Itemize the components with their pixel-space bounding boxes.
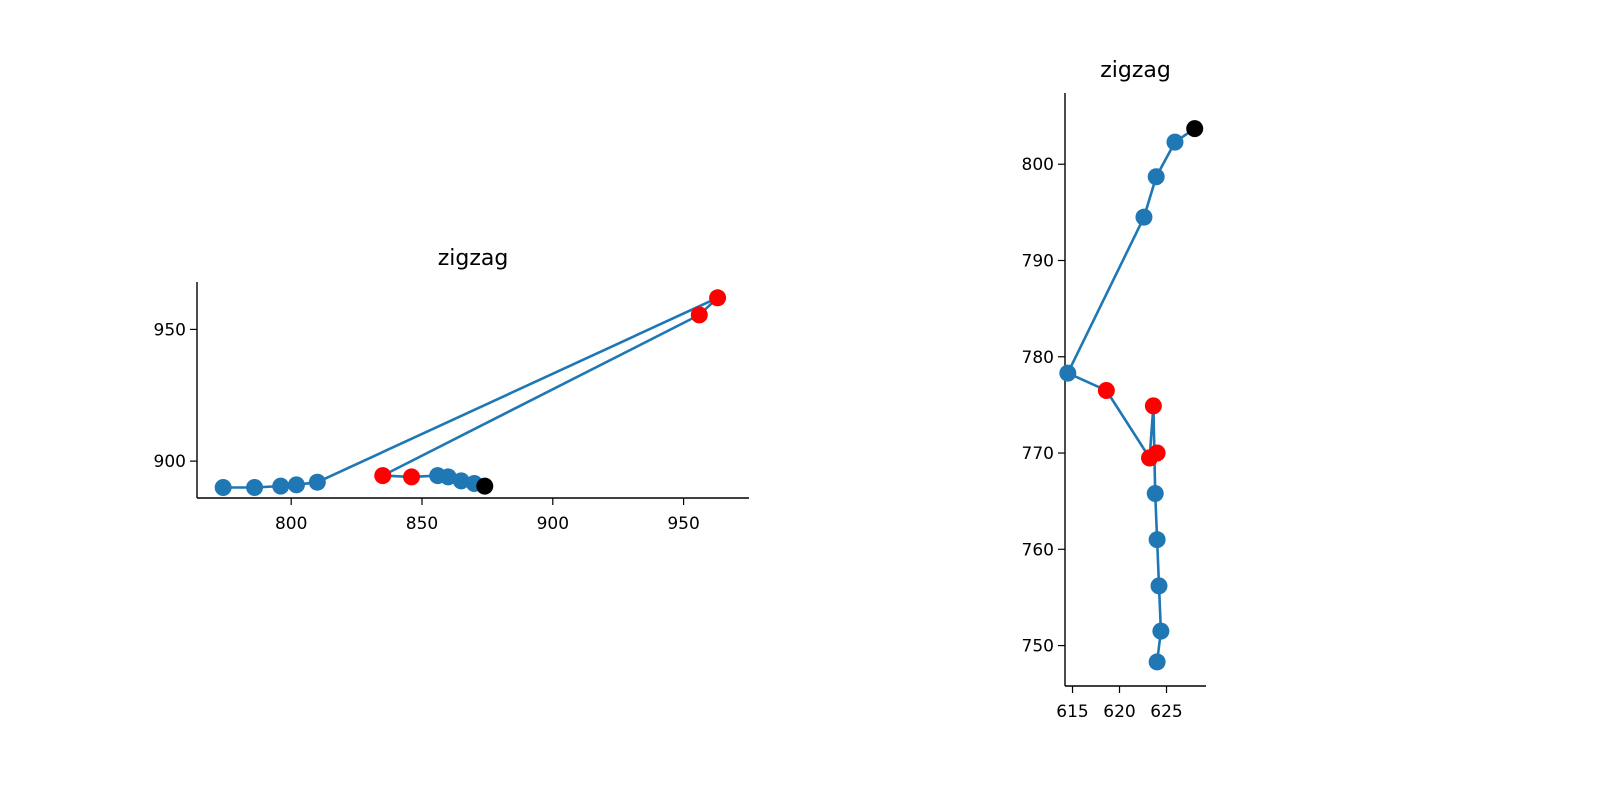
x-tick-label: 900 — [537, 514, 569, 534]
data-point — [1147, 168, 1165, 186]
last-point — [476, 477, 494, 495]
data-point — [439, 468, 457, 486]
y-tick-label: 950 — [154, 320, 186, 340]
data-point — [287, 476, 305, 494]
y-tick-label: 780 — [1022, 348, 1054, 368]
data-point — [308, 473, 326, 491]
data-point — [1152, 622, 1170, 640]
x-tick-label: 800 — [275, 514, 307, 534]
x-tick-label: 625 — [1150, 702, 1182, 722]
series-line — [1066, 127, 1196, 663]
y-tick-label: 770 — [1022, 444, 1054, 464]
data-point — [272, 477, 290, 495]
highlight-point — [1097, 381, 1115, 399]
highlight-point — [1144, 397, 1162, 415]
data-point — [1150, 577, 1168, 595]
data-point — [1148, 531, 1166, 549]
data-point — [1146, 484, 1164, 502]
data-point — [1135, 208, 1153, 226]
data-point — [1059, 364, 1077, 382]
highlight-point — [374, 467, 392, 485]
highlight-point — [1141, 449, 1159, 467]
data-point — [452, 472, 470, 490]
y-tick-label: 750 — [1022, 637, 1054, 657]
data-point — [1148, 653, 1166, 671]
left-chart: zigzag 800 850 900 950 900 950 — [154, 246, 749, 534]
highlight-point — [690, 306, 708, 324]
x-tick-label: 950 — [667, 514, 699, 534]
chart-title: zigzag — [438, 246, 509, 271]
data-point — [1166, 133, 1184, 151]
x-tick-label: 850 — [406, 514, 438, 534]
data-point — [246, 478, 264, 496]
highlight-point — [709, 289, 727, 307]
y-tick-label: 790 — [1022, 252, 1054, 272]
last-point — [1186, 120, 1204, 138]
chart-title: zigzag — [1100, 58, 1171, 83]
y-tick-label: 760 — [1022, 540, 1054, 560]
series-line — [223, 296, 719, 489]
x-tick-label: 615 — [1056, 702, 1088, 722]
x-tick-label: 620 — [1103, 702, 1135, 722]
data-point — [214, 478, 232, 496]
right-chart: zigzag 615 620 625 750 760 770 780 790 800 — [1022, 58, 1206, 722]
highlight-point — [403, 468, 421, 486]
y-tick-label: 900 — [154, 452, 186, 472]
y-tick-label: 800 — [1022, 155, 1054, 175]
